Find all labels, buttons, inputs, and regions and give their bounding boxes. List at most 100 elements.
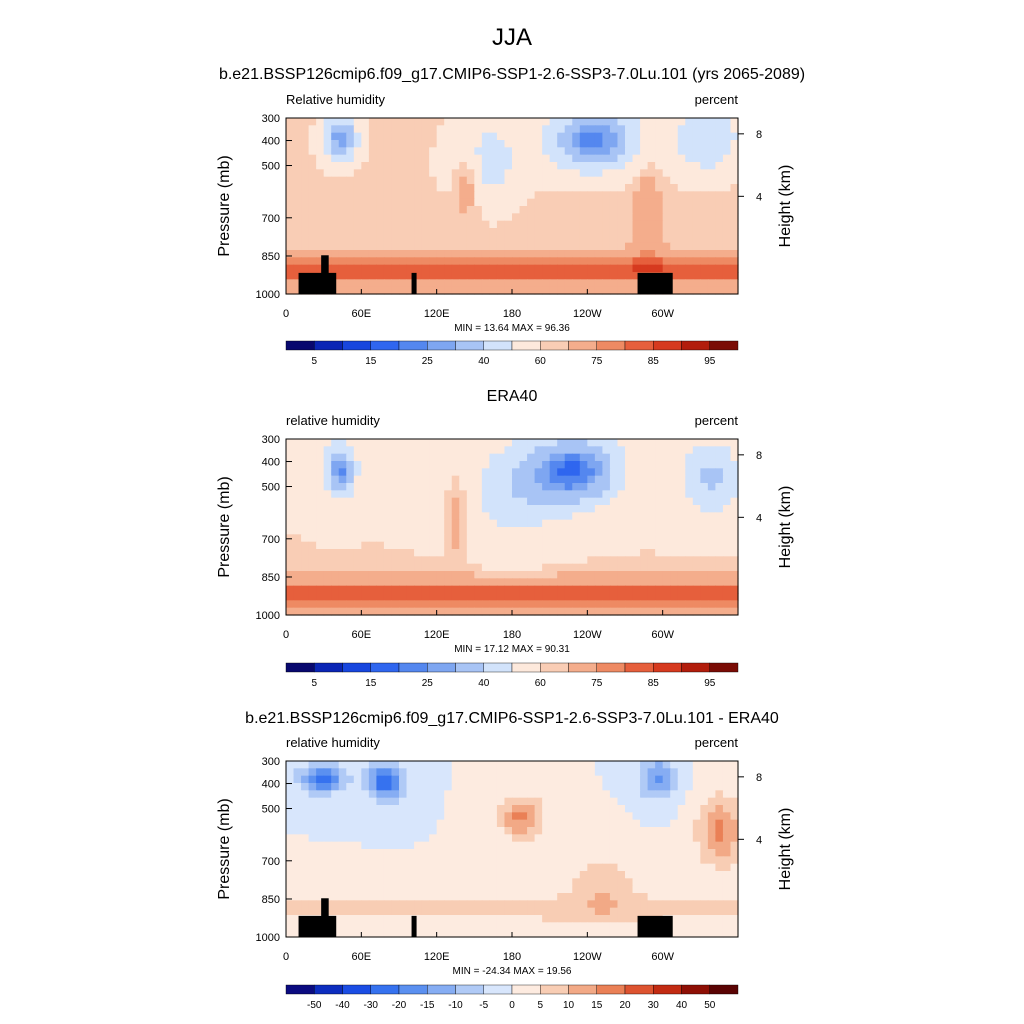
colorbar-swatch [596, 662, 626, 673]
y2-axis-title: Height (km) [777, 486, 794, 569]
colorbar-swatch [540, 340, 569, 351]
x-tick-label: 60W [651, 308, 674, 320]
colorbar-swatch [370, 662, 400, 673]
min-max-stats: MIN = 17.12 MAX = 90.31 [454, 644, 570, 655]
y-tick-label: 850 [262, 572, 280, 584]
colorbar-label: 60 [535, 356, 547, 367]
panel-left-label: relative humidity [286, 735, 380, 750]
x-tick-label: 120W [573, 308, 602, 320]
colorbar-label: 85 [648, 356, 660, 367]
y2-tick-label: 4 [756, 834, 762, 846]
colorbar-label: -5 [479, 1000, 488, 1011]
colorbar-swatch [398, 984, 428, 995]
y2-tick-label: 8 [756, 772, 762, 784]
colorbar-label: 30 [648, 1000, 660, 1011]
colorbar-swatch [624, 984, 654, 995]
contour-field [286, 118, 739, 295]
x-tick-label: 0 [283, 951, 289, 963]
y-tick-label: 850 [262, 894, 280, 906]
colorbar-label: 40 [676, 1000, 688, 1011]
panel-left-label: relative humidity [286, 413, 380, 428]
colorbar-label: 25 [422, 356, 434, 367]
colorbar-label: 5 [311, 678, 317, 689]
colorbar-label: 95 [704, 678, 716, 689]
colorbar-swatch [709, 984, 739, 995]
colorbar: -50 -40 -30 -20 -15 -10 -5 0 5 10 15 20 30 40 50 [285, 984, 739, 1011]
colorbar-swatch [314, 340, 343, 351]
x-tick-label: 120E [424, 629, 450, 641]
y-tick-label: 300 [262, 113, 280, 125]
colorbar-swatch [455, 340, 484, 351]
colorbar-swatch [370, 984, 400, 995]
y-tick-label: 400 [262, 136, 280, 148]
colorbar-label: -50 [307, 1000, 322, 1011]
colorbar-label: 10 [563, 1000, 575, 1011]
topography-mask [298, 898, 673, 937]
panel-units-label: percent [695, 92, 739, 107]
colorbar-swatch [709, 662, 739, 673]
x-tick-label: 0 [283, 308, 289, 320]
colorbar-label: 25 [422, 678, 434, 689]
y-axis-title: Pressure (mb) [216, 155, 233, 256]
y-tick-label: 850 [262, 251, 280, 263]
colorbar-swatch [427, 984, 456, 995]
y-tick-label: 300 [262, 756, 280, 768]
x-tick-label: 120E [424, 951, 450, 963]
x-tick-label: 60W [651, 951, 674, 963]
y-tick-label: 1000 [256, 610, 280, 622]
colorbar-swatch [342, 984, 371, 995]
y2-tick-label: 8 [756, 129, 762, 141]
colorbar-swatch [624, 662, 654, 673]
colorbar-swatch [455, 984, 484, 995]
colorbar-label: 15 [365, 356, 377, 367]
x-tick-label: 60E [352, 629, 372, 641]
colorbar-swatch [653, 662, 682, 673]
y-axis-title: Pressure (mb) [216, 476, 233, 577]
panel-title: ERA40 [487, 388, 538, 405]
panel-units-label: percent [695, 413, 739, 428]
colorbar-label: 15 [591, 1000, 603, 1011]
x-tick-label: 180 [503, 308, 521, 320]
colorbar-swatch [540, 984, 569, 995]
mask-block [411, 272, 417, 294]
colorbar-label: -15 [420, 1000, 435, 1011]
colorbar-swatch [568, 662, 597, 673]
colorbar-swatch [342, 340, 371, 351]
colorbar-swatch [681, 984, 710, 995]
colorbar-label: 40 [478, 678, 490, 689]
panel-1: Relative humidity percent3004005007008501… [216, 92, 794, 367]
panel-3: b.e21.BSSP126cmip6.f09_g17.CMIP6-SSP1-2.… [216, 710, 794, 1011]
x-tick-label: 60W [651, 629, 674, 641]
y-tick-label: 400 [262, 457, 280, 469]
colorbar-label: -30 [364, 1000, 379, 1011]
colorbar-swatch [511, 984, 541, 995]
y-tick-label: 400 [262, 779, 280, 791]
y-tick-label: 300 [262, 434, 280, 446]
topography-mask [298, 255, 673, 294]
colorbar-swatch [483, 662, 513, 673]
mask-block [321, 898, 329, 937]
colorbar-swatch [568, 984, 597, 995]
colorbar-swatch [285, 340, 315, 351]
colorbar-swatch [511, 340, 541, 351]
mask-block [637, 272, 673, 294]
colorbar-label: 0 [509, 1000, 515, 1011]
mask-block [298, 272, 337, 294]
colorbar-swatch [596, 340, 626, 351]
x-tick-label: 180 [503, 629, 521, 641]
colorbar-swatch [681, 662, 710, 673]
colorbar-swatch [596, 984, 626, 995]
colorbar-label: 50 [704, 1000, 716, 1011]
colorbar-swatch [681, 340, 710, 351]
mask-block [321, 255, 329, 294]
contour-field [286, 761, 739, 938]
colorbar-swatch [568, 340, 597, 351]
mask-block [411, 915, 417, 937]
y-tick-label: 700 [262, 534, 280, 546]
colorbar: 5 15 25 40 60 75 85 95 [285, 662, 739, 689]
colorbar-label: 60 [535, 678, 547, 689]
colorbar-label: -10 [448, 1000, 463, 1011]
y-tick-label: 1000 [256, 932, 280, 944]
colorbar-swatch [624, 340, 654, 351]
colorbar-label: 75 [591, 356, 603, 367]
